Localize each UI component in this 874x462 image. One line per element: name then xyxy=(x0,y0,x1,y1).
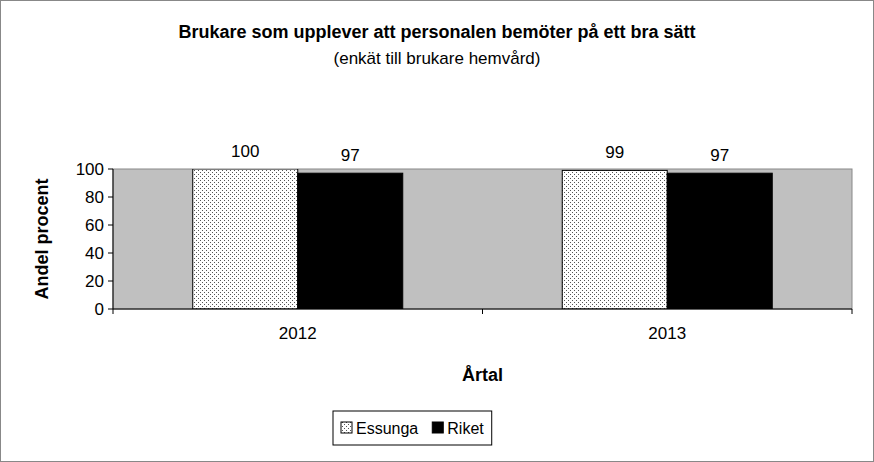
bar xyxy=(562,170,667,309)
x-tick-label: 2012 xyxy=(279,324,317,343)
x-axis-label: Årtal xyxy=(462,365,503,385)
y-tick-label: 60 xyxy=(85,216,104,235)
data-label: 99 xyxy=(605,143,624,162)
x-tick xyxy=(482,309,483,314)
y-tick-label: 0 xyxy=(95,300,104,319)
legend-swatch xyxy=(432,422,443,433)
y-axis-label: Andel procent xyxy=(32,178,52,299)
legend-label: Riket xyxy=(447,420,484,437)
frame xyxy=(1,1,874,462)
x-tick xyxy=(113,309,114,314)
data-label: 100 xyxy=(231,142,259,161)
y-axis xyxy=(113,169,114,309)
y-tick xyxy=(108,253,113,254)
legend-swatch xyxy=(341,422,352,433)
y-tick-label: 20 xyxy=(85,272,104,291)
bars xyxy=(193,169,773,309)
bar xyxy=(667,173,772,309)
data-label: 97 xyxy=(341,146,360,165)
x-tick xyxy=(852,309,853,314)
bar xyxy=(193,169,298,309)
x-tick-label: 2013 xyxy=(648,324,686,343)
legend-label: Essunga xyxy=(356,420,418,437)
y-tick xyxy=(108,309,113,310)
y-tick xyxy=(108,225,113,226)
y-tick xyxy=(108,281,113,282)
title: Brukare som upplever att personalen bemö… xyxy=(178,22,695,42)
y-tick xyxy=(108,197,113,198)
y-tick-label: 100 xyxy=(76,160,104,179)
y-tick xyxy=(108,169,113,170)
bar xyxy=(298,173,403,309)
plot-area xyxy=(113,169,852,309)
y-tick-label: 40 xyxy=(85,244,104,263)
data-labels: 100 99 97 97 xyxy=(231,142,729,165)
subtitle: (enkät till brukare hemvård) xyxy=(334,49,541,68)
legend-box xyxy=(333,411,492,445)
legend: Essunga Riket xyxy=(333,411,492,445)
chart: Brukare som upplever att personalen bemö… xyxy=(0,0,874,462)
data-label: 97 xyxy=(710,146,729,165)
y-tick-label: 80 xyxy=(85,188,104,207)
